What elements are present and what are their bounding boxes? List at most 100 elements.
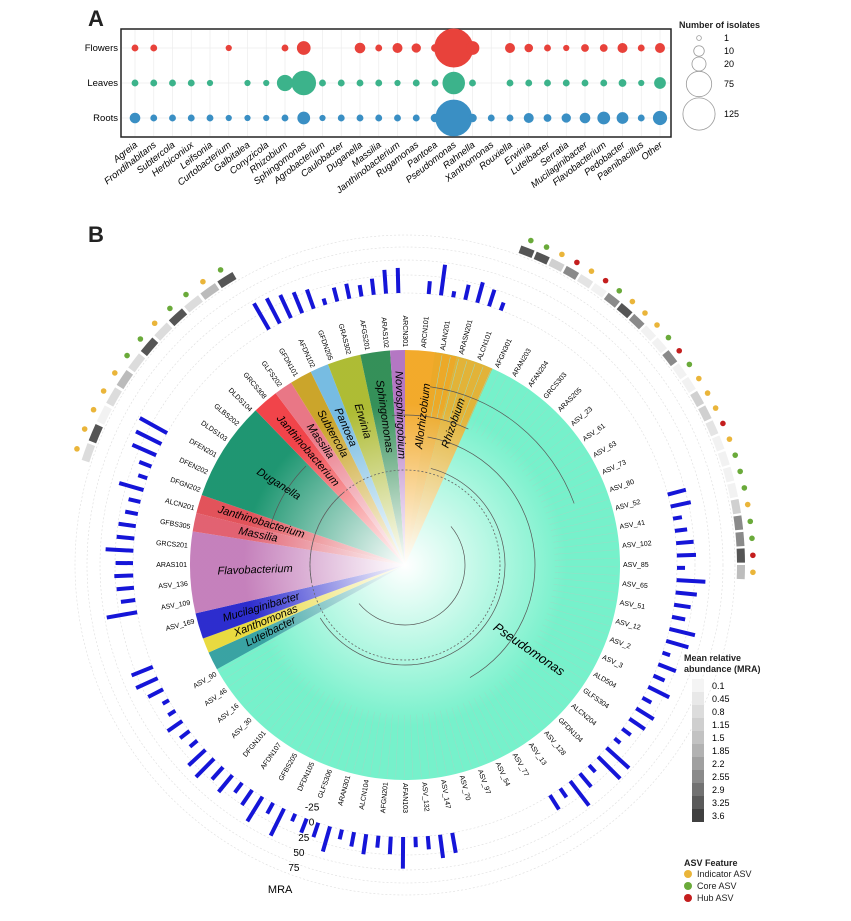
tip-label: GRCS308 [241, 372, 267, 401]
tip-branch [545, 491, 605, 514]
mra-bar [661, 650, 671, 658]
bubble [187, 114, 195, 122]
feature-legend-item: Indicator ASV [684, 868, 752, 880]
tip-branch [529, 445, 582, 482]
tip-label: DFGN202 [169, 477, 201, 494]
heat-cell [662, 350, 678, 367]
tip-label: ASV_80 [609, 479, 636, 494]
feature-dot [704, 390, 711, 396]
bubble [487, 114, 495, 122]
tip-branch [410, 714, 414, 778]
mra-bar [187, 748, 207, 767]
tip-branch [276, 684, 315, 736]
mra-bar [178, 729, 191, 740]
mra-bar [167, 709, 177, 717]
bubble [131, 44, 139, 52]
axis-tick: 0 [309, 818, 315, 829]
feature-dot [737, 468, 743, 475]
tip-branch [547, 499, 608, 520]
tip-label: GFDN101 [277, 347, 299, 378]
bubble [524, 43, 534, 53]
mra-bar [166, 719, 184, 733]
tip-label: DFDN105 [297, 761, 317, 792]
tip-branch [344, 708, 364, 770]
ring [132, 292, 678, 838]
tip-branch [229, 649, 282, 687]
size-legend-circle [696, 35, 702, 41]
tip-branch [509, 412, 555, 459]
mra-legend-label: 3.25 [712, 798, 730, 808]
tip-label: ALCN204 [570, 703, 598, 728]
tip-label: ASV_73 [601, 459, 627, 476]
clade-sector [327, 354, 405, 565]
bubble [206, 114, 214, 122]
clade-sector [208, 565, 405, 670]
tip-label: ASV_13 [527, 742, 548, 767]
tip-label: AFAN103 [401, 783, 408, 813]
heat-cell [735, 531, 745, 547]
tip-label: ASV_41 [619, 520, 646, 531]
bubble [394, 114, 401, 122]
mra-legend-label: 0.1 [712, 681, 725, 691]
tip-label: ASV_16 [216, 703, 240, 725]
tip-label: ASV_30 [230, 717, 253, 740]
mra-bar [375, 835, 381, 848]
tip-label: GFBS205 [278, 752, 299, 782]
mra-bar [578, 772, 593, 789]
heat-cell [81, 443, 96, 463]
mra-bar [425, 835, 431, 850]
clade-label: Pantoea [332, 406, 359, 448]
heat-cell [730, 498, 741, 515]
bubble [544, 44, 551, 52]
dashed-circle [309, 469, 501, 661]
clade-sector [189, 531, 405, 614]
tip-branch [479, 695, 511, 751]
bubble [150, 114, 158, 122]
mra-heatmap [81, 245, 745, 580]
tip-branch [476, 377, 507, 434]
mra-bar [290, 813, 298, 823]
feature-dot [686, 361, 693, 368]
size-legend-label: 125 [724, 109, 739, 119]
internal-branch [430, 386, 575, 504]
bubble [392, 43, 403, 53]
mra-bar [138, 416, 169, 435]
mra-legend-label: 0.45 [712, 694, 730, 704]
feature-dot [726, 436, 733, 442]
tip-label: DLDS103 [199, 420, 228, 443]
tip-label: ASV_65 [622, 581, 648, 590]
mra-legend-swatch [692, 679, 704, 692]
mra-bar [675, 539, 694, 546]
tip-branch [283, 688, 320, 741]
mra-legend: Mean relative abundance (MRA) 0.1 0.45 0.8… [684, 653, 774, 830]
ring [86, 246, 724, 884]
tip-branch [554, 558, 618, 561]
tip-label: ASV_63 [592, 440, 618, 459]
tip-labels: ARCN101 ALAN201 ARASN201 ALCN101 AFGN301ARAN… [156, 315, 652, 813]
tip-branch [395, 714, 399, 778]
feature-dot [616, 287, 623, 294]
feature-dot [747, 518, 754, 525]
tip-branch [539, 630, 597, 658]
mra-bar [673, 602, 691, 610]
tip-branch [430, 355, 443, 418]
mra-bar [596, 755, 622, 781]
tip-branch [440, 710, 456, 773]
mra-legend-swatch [692, 692, 704, 705]
feature-dot [696, 375, 702, 382]
mra-bar [106, 610, 138, 620]
clade-sector [291, 371, 405, 565]
mra-legend-scale: 0.1 0.45 0.8 1.15 1.5 1.85 2.2 2.55 2.9 3.25 3.6 [692, 679, 730, 822]
feature-dots [74, 237, 756, 576]
mra-legend-label: 1.85 [712, 746, 730, 756]
hub-dot-icon [684, 894, 692, 902]
heat-cell [518, 245, 535, 259]
mra-bar [676, 552, 697, 558]
tip-branch [552, 524, 615, 537]
tree-branches [220, 355, 618, 778]
mra-bar [105, 547, 134, 553]
tip-branch [498, 681, 539, 731]
bubble [281, 114, 289, 122]
tip-label: ASV_46 [204, 687, 229, 708]
feature-legend-title: ASV Feature [684, 858, 738, 868]
